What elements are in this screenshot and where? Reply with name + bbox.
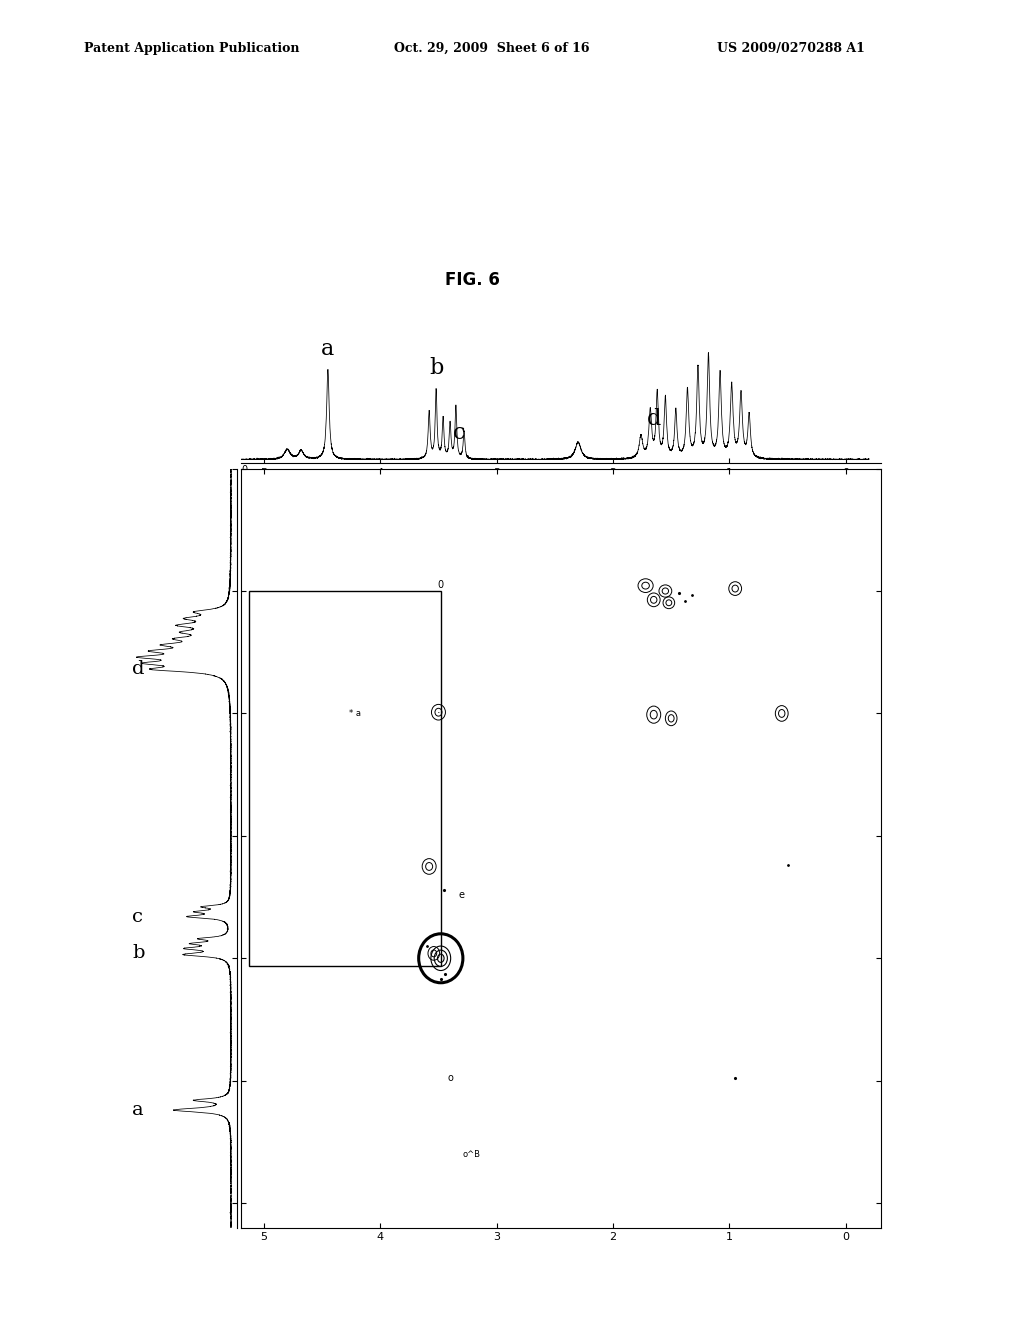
Text: b: b xyxy=(132,944,144,962)
Text: d: d xyxy=(646,408,660,430)
Text: a: a xyxy=(132,1101,144,1119)
Bar xyxy=(249,591,440,966)
Text: FIG. 6: FIG. 6 xyxy=(445,271,501,289)
Text: o^B: o^B xyxy=(462,1150,480,1159)
Text: 0: 0 xyxy=(437,579,443,590)
Text: ·: · xyxy=(437,709,440,718)
Text: c: c xyxy=(454,421,466,444)
Text: Patent Application Publication: Patent Application Publication xyxy=(84,42,299,55)
Text: Oct. 29, 2009  Sheet 6 of 16: Oct. 29, 2009 Sheet 6 of 16 xyxy=(394,42,590,55)
Text: d: d xyxy=(132,660,144,678)
Text: US 2009/0270288 A1: US 2009/0270288 A1 xyxy=(717,42,864,55)
Text: b: b xyxy=(429,358,443,379)
Text: e: e xyxy=(459,890,465,900)
Text: c: c xyxy=(132,908,143,925)
Text: a: a xyxy=(322,338,335,360)
Text: o: o xyxy=(447,1073,453,1084)
Text: * a: * a xyxy=(349,709,360,718)
